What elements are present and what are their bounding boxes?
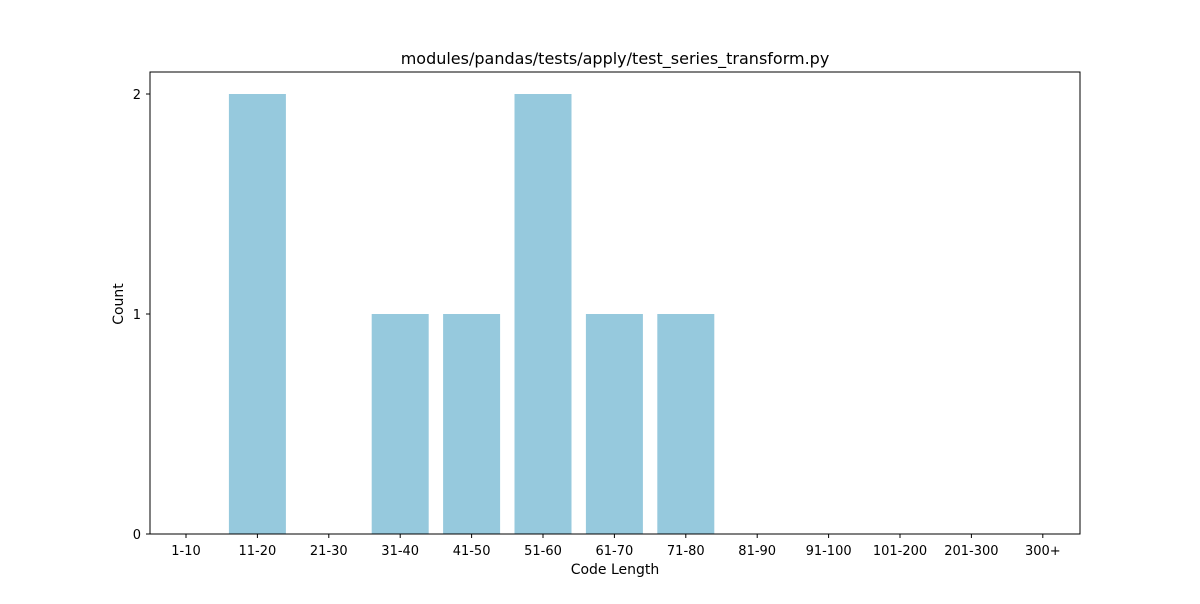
x-tick-label: 71-80 bbox=[667, 544, 705, 559]
x-axis-ticks: 1-10 11-20 21-30 31-40 41-50 51-60 61-70 71-80 8… bbox=[171, 534, 1061, 559]
bar-51-60 bbox=[514, 94, 572, 534]
bar-11-20 bbox=[228, 94, 286, 534]
x-tick-label: 41-50 bbox=[453, 544, 491, 559]
bar-71-80 bbox=[657, 314, 715, 534]
plot-frame bbox=[149, 71, 1081, 535]
x-axis-label: Code Length bbox=[571, 562, 660, 578]
y-tick-label: 1 bbox=[133, 308, 141, 323]
y-axis-label: Count bbox=[111, 283, 127, 325]
x-tick-label: 31-40 bbox=[381, 544, 419, 559]
x-tick-label: 201-300 bbox=[944, 544, 998, 559]
x-tick-label: 11-20 bbox=[239, 544, 277, 559]
x-tick-label: 101-200 bbox=[873, 544, 927, 559]
x-tick-label: 51-60 bbox=[524, 544, 562, 559]
x-tick-label: 21-30 bbox=[310, 544, 348, 559]
bar-61-70 bbox=[585, 314, 643, 534]
x-tick-label: 81-90 bbox=[738, 544, 776, 559]
x-tick-label: 300+ bbox=[1025, 544, 1061, 559]
bar-41-50 bbox=[443, 314, 501, 534]
bar-31-40 bbox=[371, 314, 429, 534]
x-tick-label: 1-10 bbox=[171, 544, 201, 559]
y-tick-label: 2 bbox=[133, 88, 141, 103]
chart-title: modules/pandas/tests/apply/test_series_t… bbox=[401, 49, 830, 69]
y-tick-label: 0 bbox=[133, 528, 141, 543]
x-tick-label: 91-100 bbox=[806, 544, 852, 559]
y-axis-ticks: 0 1 2 bbox=[133, 88, 150, 543]
x-tick-label: 61-70 bbox=[596, 544, 634, 559]
bars-group bbox=[228, 94, 715, 534]
